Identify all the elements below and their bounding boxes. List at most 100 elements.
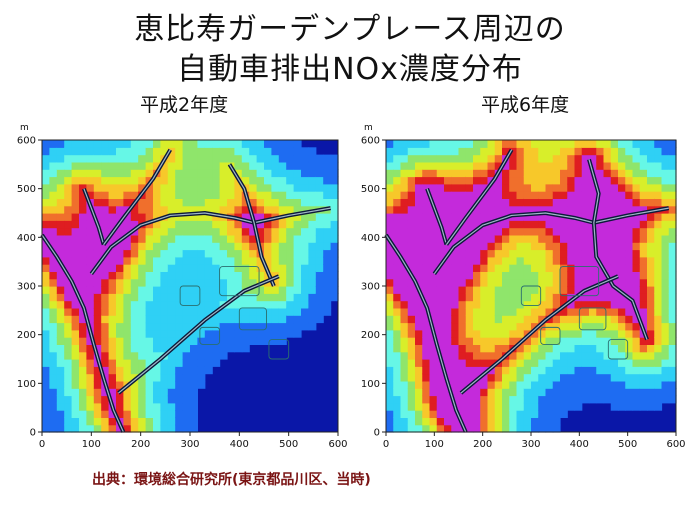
heatmap-cell: [458, 213, 467, 221]
heatmap-cell: [241, 147, 250, 156]
heatmap-cell: [249, 337, 258, 345]
heatmap-cell: [436, 205, 445, 214]
y-tick-label: 0: [30, 428, 36, 439]
heatmap-cell: [407, 140, 416, 148]
heatmap-cell: [436, 234, 445, 243]
heatmap-cell: [589, 264, 597, 272]
heatmap-cell: [538, 256, 547, 265]
heatmap-cell: [523, 140, 532, 148]
heatmap-cell: [212, 183, 221, 192]
heatmap-cell: [494, 256, 503, 265]
heatmap-cell: [436, 366, 445, 375]
heatmap-cell: [86, 242, 95, 251]
heatmap-cell: [422, 242, 431, 251]
heatmap-cell: [301, 300, 309, 309]
heatmap-cell: [589, 278, 597, 287]
heatmap-cell: [393, 395, 402, 404]
heatmap-cell: [574, 154, 583, 163]
heatmap-cell: [108, 154, 117, 163]
heatmap-cell: [234, 307, 243, 316]
heatmap-cell: [323, 198, 332, 207]
heatmap-cell: [256, 205, 265, 214]
heatmap-cell: [42, 191, 50, 199]
heatmap-cell: [219, 161, 228, 170]
heatmap-cell: [145, 213, 154, 221]
heatmap-cell: [451, 161, 460, 170]
heatmap-cell: [589, 147, 597, 156]
heatmap-cell: [567, 191, 576, 199]
heatmap-cell: [108, 264, 117, 272]
heatmap-cell: [574, 161, 583, 170]
heatmap-cell: [516, 147, 525, 156]
heatmap-cell: [480, 264, 489, 272]
heatmap-cell: [574, 242, 583, 251]
heatmap-cell: [160, 388, 169, 397]
heatmap-cell: [473, 154, 481, 163]
heatmap-cell: [393, 183, 402, 192]
heatmap-cell: [79, 176, 87, 185]
heatmap-cell: [632, 242, 641, 251]
heatmap-cell: [415, 322, 423, 331]
heatmap-cell: [509, 395, 518, 404]
heatmap-cell: [538, 366, 547, 375]
heatmap-cell: [42, 417, 50, 426]
heatmap-cell: [49, 373, 58, 382]
heatmap-cell: [509, 329, 518, 338]
heatmap-cell: [509, 359, 518, 367]
heatmap-cell: [429, 373, 438, 382]
heatmap-cell: [668, 380, 677, 389]
heatmap-cell: [552, 242, 561, 251]
heatmap-cell: [315, 315, 324, 324]
heatmap-cell: [71, 154, 80, 163]
heatmap-cell: [116, 278, 124, 287]
heatmap-cell: [647, 380, 655, 389]
heatmap-cell: [86, 380, 95, 389]
heatmap-cell: [618, 344, 626, 353]
heatmap-cell: [596, 213, 605, 221]
heatmap-cell: [71, 395, 80, 404]
heatmap-cell: [182, 147, 191, 156]
heatmap-cell: [654, 256, 663, 265]
heatmap-cell: [93, 380, 102, 389]
heatmap-cell: [487, 329, 496, 338]
heatmap-cell: [538, 213, 547, 221]
heatmap-cell: [123, 351, 132, 360]
heatmap-cell: [596, 227, 605, 236]
heatmap-cell: [618, 264, 626, 272]
heatmap-cell: [444, 344, 452, 353]
heatmap-cell: [190, 227, 198, 236]
heatmap-cell: [175, 417, 184, 426]
heatmap-cell: [234, 183, 243, 192]
road-center: [228, 164, 275, 287]
heatmap-cell: [204, 286, 213, 294]
heatmap-cell: [487, 161, 496, 170]
heatmap-cell: [293, 205, 302, 214]
heatmap-cell: [516, 191, 525, 199]
heatmap-cell: [552, 154, 561, 163]
heatmap-cell: [271, 337, 280, 345]
heatmap-cell: [93, 424, 102, 433]
heatmap-cell: [49, 417, 58, 426]
heatmap-cell: [101, 315, 110, 324]
heatmap-cell: [93, 140, 102, 148]
heatmap-cell: [654, 293, 663, 302]
heatmap-cell: [545, 402, 554, 411]
heatmap-cell: [668, 147, 677, 156]
heatmap-cell: [661, 264, 670, 272]
heatmap-cell: [71, 205, 80, 214]
heatmap-cell: [101, 183, 110, 192]
heatmap-cell: [234, 220, 243, 229]
heatmap-cell: [610, 402, 619, 411]
heatmap-cell: [610, 380, 619, 389]
heatmap-cell: [552, 286, 561, 294]
heatmap-cell: [197, 256, 206, 265]
heatmap-cell: [153, 278, 161, 287]
heatmap-cell: [458, 300, 467, 309]
heatmap-cell: [480, 359, 489, 367]
heatmap-cell: [436, 183, 445, 192]
heatmap-cell: [545, 286, 554, 294]
heatmap-cell: [502, 322, 510, 331]
heatmap-cell: [56, 329, 65, 338]
heatmap-cell: [49, 359, 58, 367]
heatmap-cell: [108, 410, 117, 418]
